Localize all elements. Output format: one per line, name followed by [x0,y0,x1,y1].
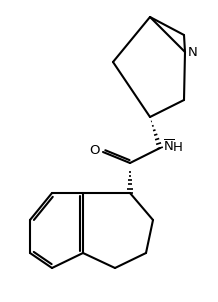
Text: O: O [90,144,100,158]
Text: $\overline{\mathrm{N}}$H: $\overline{\mathrm{N}}$H [163,139,184,155]
Text: N: N [188,46,198,59]
